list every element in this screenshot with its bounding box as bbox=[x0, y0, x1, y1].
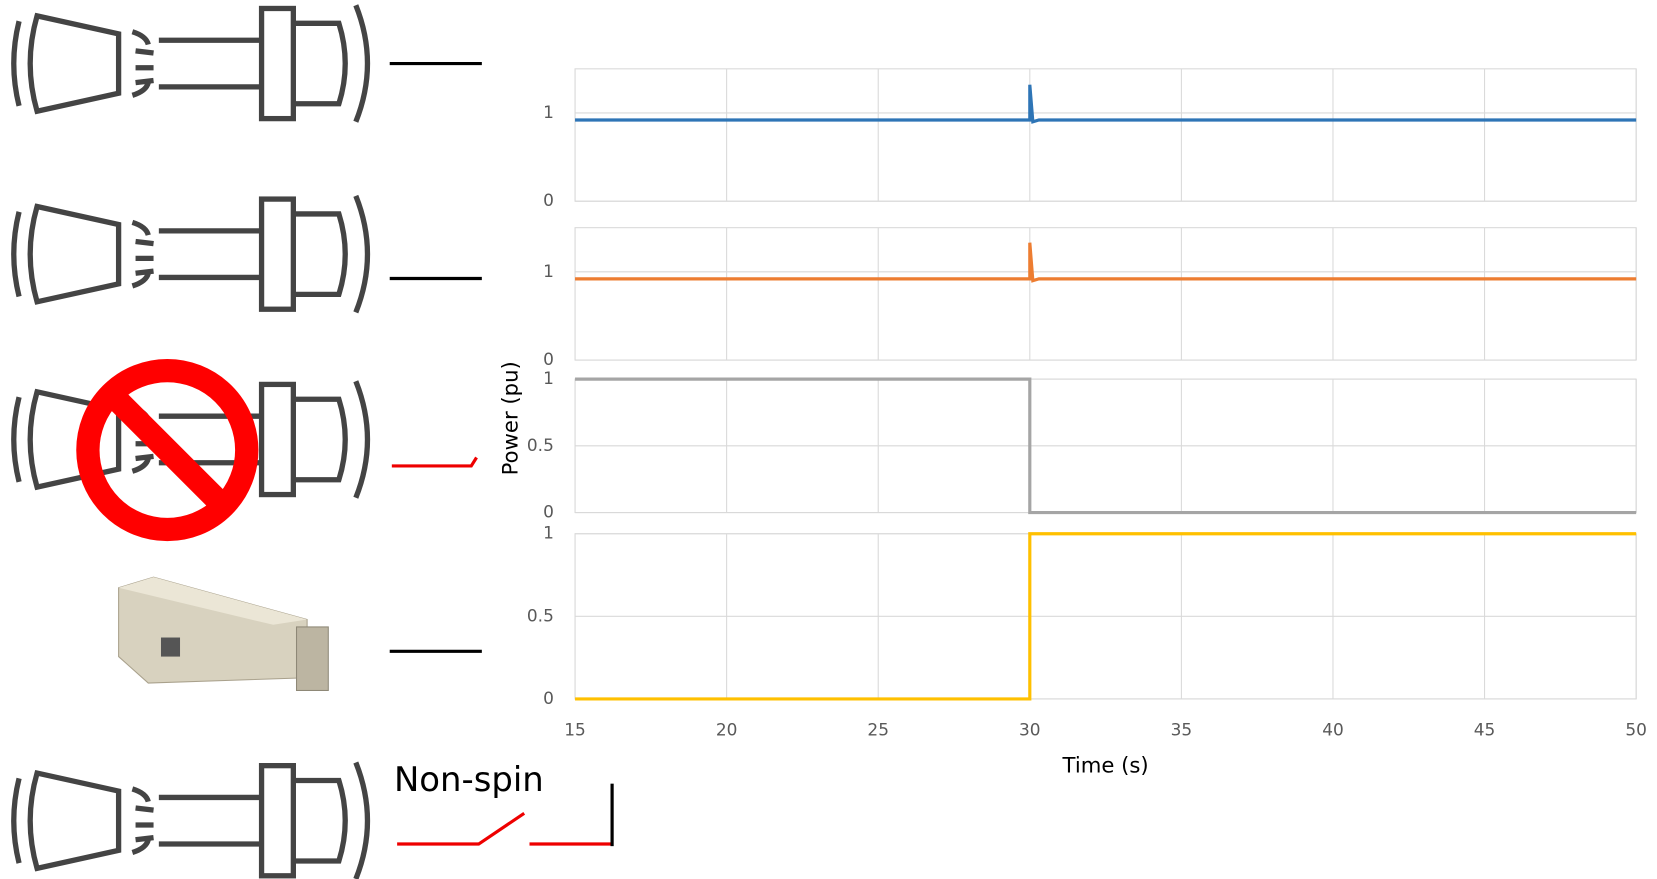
y-tick-label: 1 bbox=[543, 523, 554, 543]
no-symbol bbox=[88, 371, 247, 530]
x-tick-label: 30 bbox=[1019, 720, 1041, 740]
x-tick-label: 20 bbox=[716, 720, 738, 740]
y-axis-title: Power (pu) bbox=[497, 361, 522, 475]
y-tick-label: 0 bbox=[543, 502, 554, 522]
data-line bbox=[575, 85, 1636, 122]
x-tick-label: 40 bbox=[1322, 720, 1344, 740]
x-tick-label: 45 bbox=[1474, 720, 1496, 740]
plot-frame bbox=[575, 69, 1636, 201]
y-tick-label: 1 bbox=[543, 102, 554, 122]
x-tick-label: 35 bbox=[1171, 720, 1193, 740]
y-tick-label: 1 bbox=[543, 261, 554, 281]
y-tick-label: 0 bbox=[543, 349, 554, 369]
y-tick-label: 1 bbox=[543, 368, 554, 388]
x-tick-label: 50 bbox=[1625, 720, 1647, 740]
generator-icon bbox=[14, 5, 368, 121]
x-tick-label: 15 bbox=[564, 720, 586, 740]
x-tick-label: 25 bbox=[867, 720, 889, 740]
y-tick-label: 0 bbox=[543, 190, 554, 210]
generator-icon bbox=[14, 762, 368, 878]
air-handler-icon bbox=[119, 577, 329, 690]
plot-frame bbox=[575, 228, 1636, 360]
generator-icon bbox=[14, 196, 368, 312]
x-axis-title: Time (s) bbox=[1062, 753, 1149, 778]
switch-label: Non-spin bbox=[394, 760, 544, 799]
figure: Non-spin 0101Power (pu)00.5100.511520253… bbox=[0, 0, 1657, 879]
y-tick-label: 0.5 bbox=[527, 605, 554, 625]
y-tick-label: 0.5 bbox=[527, 435, 554, 455]
data-line bbox=[575, 243, 1636, 281]
y-tick-label: 0 bbox=[543, 688, 554, 708]
